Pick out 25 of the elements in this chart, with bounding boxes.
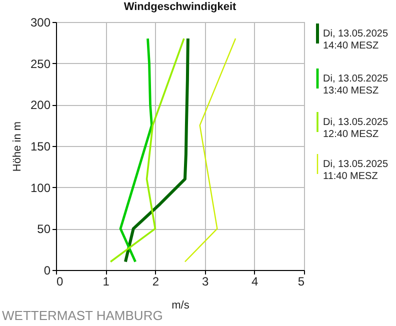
legend-label: Di, 13.05.2025 14:40 MESZ xyxy=(323,28,388,52)
line-series xyxy=(124,37,190,264)
legend-label: Di, 13.05.2025 11:40 MESZ xyxy=(323,159,388,182)
y-tick-label: 150 xyxy=(30,140,51,154)
y-tick-label: 200 xyxy=(30,98,51,112)
x-tick-label: 3 xyxy=(202,274,209,288)
line-series xyxy=(184,38,236,262)
x-tick-label: 4 xyxy=(252,274,259,288)
line-series xyxy=(119,37,153,263)
line-series xyxy=(110,38,185,263)
x-tick-label: 0 xyxy=(56,274,64,288)
x-tick-label: 5 xyxy=(298,274,305,288)
y-tick-label: 0 xyxy=(44,264,51,278)
y-tick-label: 250 xyxy=(30,56,51,71)
x-tick-label: 2 xyxy=(152,274,160,288)
y-tick-label: 100 xyxy=(30,180,51,195)
chart-title: Windgeschwindigkeit xyxy=(124,1,237,13)
y-tick-label: 300 xyxy=(30,16,51,30)
y-axis-title: Höhe in m xyxy=(11,121,24,172)
legend-label: Di, 13.05.2025 13:40 MESZ xyxy=(323,74,388,96)
x-tick-label: 1 xyxy=(102,274,110,288)
y-tick-label: 50 xyxy=(37,222,51,236)
legend-label: Di, 13.05.2025 12:40 MESZ xyxy=(323,117,388,140)
text: WETTERMAST HAMBURG xyxy=(2,308,163,323)
x-axis-title: m/s xyxy=(172,300,190,312)
